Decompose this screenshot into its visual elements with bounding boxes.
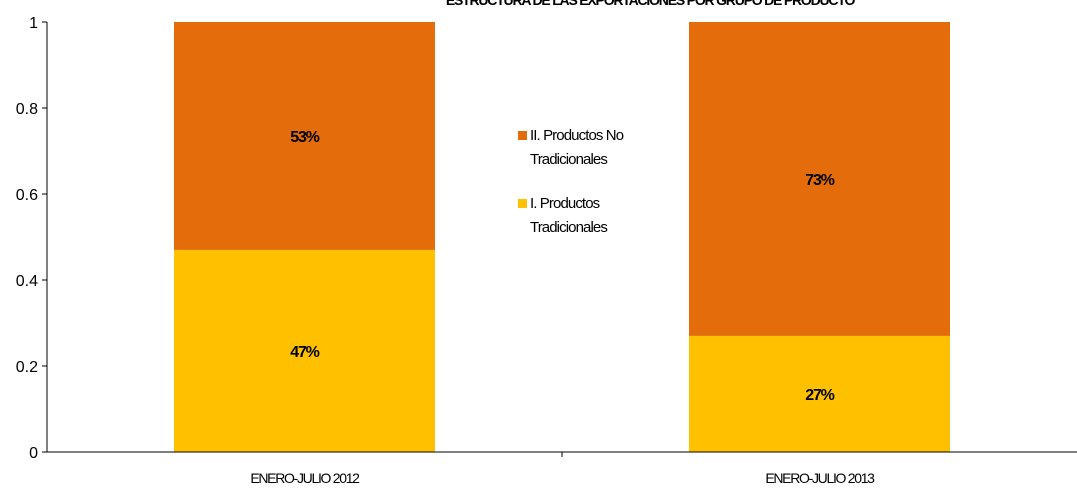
legend-swatch-2: [518, 199, 527, 208]
x-tick-label-1: ENERO-JULIO 2012: [250, 470, 360, 486]
x-tick-label-2: ENERO-JULIO 2013: [765, 470, 875, 486]
y-tick-label-3: 0.6: [16, 187, 38, 204]
legend-label-1-line-2: Tradicionales: [530, 151, 607, 168]
legend-label-1-line-1: II. Productos No: [530, 127, 624, 144]
data-label-2-2: 73%: [805, 172, 834, 189]
chart-title: ESTRUCTURA DE LAS EXPORTACIONES POR GRUP…: [445, 0, 855, 8]
bar-segment-2-1: [174, 22, 435, 250]
y-tick-label-4: 0.8: [16, 101, 38, 118]
y-tick-label-1: 0.2: [16, 359, 38, 376]
legend-swatch-1: [518, 131, 527, 140]
bar-segment-2-2: [689, 22, 950, 336]
data-label-2-1: 53%: [290, 129, 319, 146]
data-label-1-1: 47%: [290, 344, 319, 361]
bar-segment-1-1: [174, 249, 435, 452]
y-tick-label-2: 0.4: [16, 273, 38, 290]
y-tick-label-0: 0: [29, 445, 38, 462]
y-tick-label-5: 1: [29, 15, 38, 32]
legend-label-2-line-2: Tradicionales: [530, 219, 607, 236]
data-label-1-2: 27%: [805, 387, 834, 404]
legend-label-2-line-1: I. Productos: [530, 195, 600, 212]
bar-segment-1-2: [689, 335, 950, 452]
